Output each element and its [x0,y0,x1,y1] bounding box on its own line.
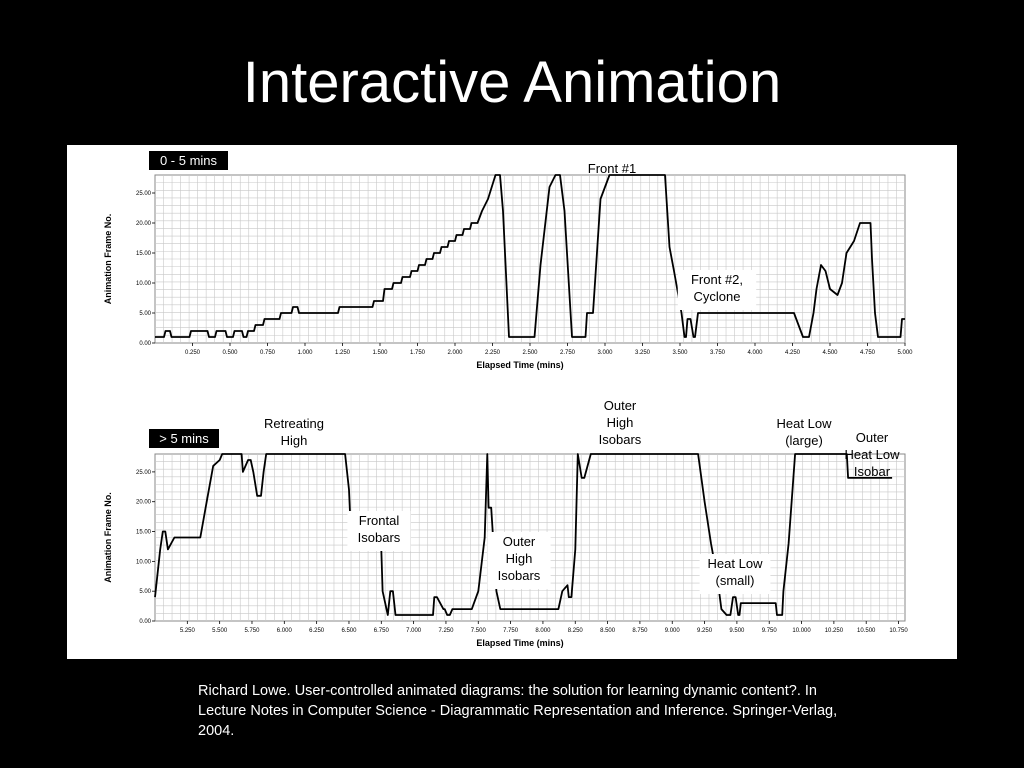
series-line [155,174,905,338]
x-tick-label: 1.750 [410,350,426,356]
x-tick-label: 10.500 [857,628,876,634]
y-tick-label: 5.00 [139,589,151,595]
chart-figure: 0.00 5.00 10.00 15.00 20.00 25.00 0.250 0.500 0.… [67,145,957,659]
panel-label-box [149,429,219,448]
x-tick-label: 6.000 [277,628,293,634]
x-tick-label: 4.500 [822,350,838,356]
x-tick-label: 5.500 [212,628,228,634]
x-tick-label: 6.750 [374,628,390,634]
x-tick-label: 6.500 [341,628,357,634]
x-tick-label: 5.000 [897,350,913,356]
x-tick-label: 2.750 [560,350,576,356]
annotation-box [699,554,771,594]
slide-title: Interactive Animation [242,50,782,115]
x-tick-label: 9.750 [762,628,778,634]
x-tick-label: 2.000 [447,350,463,356]
series-line [154,453,893,616]
grid-lines [155,175,905,343]
annotation-box [347,511,411,551]
chart-annotation: Retreating High [264,416,324,448]
x-tick-label: 7.250 [438,628,454,634]
x-tick-label: 3.500 [672,350,688,356]
chart-annotation: Outer Heat Low Isobar [845,430,901,479]
x-tick-label: 3.750 [710,350,726,356]
y-tick-label: 10.00 [136,559,152,565]
chart-annotation: Front #2, Cyclone [691,272,743,304]
annotation-box [677,270,757,310]
x-axis-title: Elapsed Time (mins) [476,638,563,648]
x-tick-label: 2.500 [522,350,538,356]
x-tick-label: 4.750 [860,350,876,356]
x-tick-label: 7.500 [471,628,487,634]
chart-annotation: Outer High Isobars [498,534,541,583]
y-axis-title: Animation Frame No. [103,214,113,305]
y-tick-label: 15.00 [136,530,152,536]
y-tick-label: 15.00 [136,251,152,257]
panel-label-box [149,151,228,170]
x-tick-label: 1.500 [372,350,388,356]
citation-text: Richard Lowe. User-controlled animated d… [198,683,838,739]
x-tick-label: 7.750 [503,628,519,634]
y-tick-label: 5.00 [139,311,151,317]
y-tick-label: 0.00 [139,619,151,625]
x-tick-label: 10.750 [889,628,908,634]
x-tick-label: 2.250 [485,350,501,356]
chart-annotation: Front #1 [588,161,636,176]
x-tick-label: 8.500 [600,628,616,634]
x-tick-label: 8.250 [568,628,584,634]
x-tick-label: 0.250 [185,350,201,356]
x-tick-label: 6.250 [309,628,325,634]
x-tick-label: 4.000 [747,350,763,356]
x-tick-label: 1.000 [297,350,313,356]
chart-annotation: Frontal Isobars [358,513,401,545]
y-tick-label: 0.00 [139,341,151,347]
chart-panel-2: 0.00 5.00 10.00 15.00 20.00 25.00 5.250 5.500 5.… [103,398,908,648]
annotation-box [487,532,551,589]
x-tick-label: 9.250 [697,628,713,634]
x-tick-label: 3.250 [635,350,651,356]
x-tick-label: 0.750 [260,350,276,356]
x-tick-label: 10.250 [825,628,844,634]
chart-svg: 0.00 5.00 10.00 15.00 20.00 25.00 0.250 0.500 0.… [103,151,913,648]
x-tick-label: 1.250 [335,350,351,356]
chart-annotation: Heat Low (small) [708,556,764,588]
panel-label: > 5 mins [159,431,209,446]
x-tick-label: 8.750 [632,628,648,634]
x-tick-label: 10.000 [792,628,811,634]
y-axis-title: Animation Frame No. [103,492,113,583]
x-tick-label: 5.750 [244,628,260,634]
y-tick-label: 25.00 [136,191,152,197]
chart-annotation: Outer High Isobars [599,398,642,447]
x-tick-label: 5.250 [180,628,196,634]
y-tick-label: 20.00 [136,221,152,227]
chart-annotation: Heat Low (large) [777,416,833,448]
x-tick-label: 8.000 [535,628,551,634]
panel-label: 0 - 5 mins [160,153,218,168]
x-tick-label: 9.500 [729,628,745,634]
chart-panel-1: 0.00 5.00 10.00 15.00 20.00 25.00 0.250 0.500 0.… [103,151,913,370]
y-tick-label: 20.00 [136,500,152,506]
x-tick-label: 0.500 [222,350,238,356]
x-tick-label: 9.000 [665,628,681,634]
x-tick-label: 3.000 [597,350,613,356]
y-tick-label: 25.00 [136,470,152,476]
x-axis-title: Elapsed Time (mins) [476,360,563,370]
x-tick-label: 4.250 [785,350,801,356]
x-tick-label: 7.000 [406,628,422,634]
y-tick-label: 10.00 [136,281,152,287]
